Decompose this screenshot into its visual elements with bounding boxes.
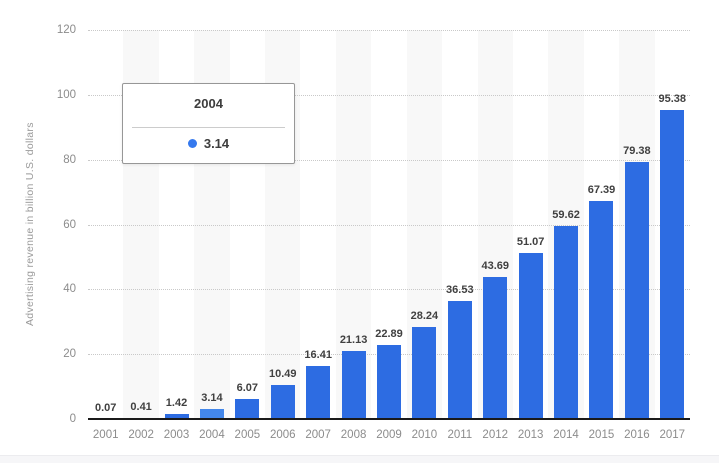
x-tick-label-2014: 2014 (553, 429, 579, 441)
tooltip-divider (132, 127, 285, 128)
bar-2005[interactable] (235, 399, 260, 419)
x-tick-label-2007: 2007 (305, 429, 331, 441)
x-tick-label-2016: 2016 (624, 429, 650, 441)
tooltip-value-row: 3.14 (123, 136, 294, 151)
x-tick-label-2008: 2008 (340, 429, 367, 441)
bar-2010[interactable] (412, 327, 437, 419)
value-label-2011: 36.53 (446, 283, 474, 296)
value-label-2017: 95.38 (658, 92, 687, 105)
value-label-2010: 28.24 (410, 310, 439, 323)
x-tick-label-2017: 2017 (659, 429, 686, 441)
gridline-40 (88, 289, 690, 291)
value-label-2006: 10.49 (268, 367, 297, 380)
value-label-2004: 3.14 (201, 391, 223, 404)
gridline-80 (88, 159, 690, 161)
tooltip: 2004 3.14 (122, 83, 295, 164)
value-label-2007: 16.41 (304, 348, 332, 361)
bar-2006[interactable] (270, 385, 295, 419)
bar-2008[interactable] (341, 350, 366, 419)
value-label-2012: 43.69 (481, 260, 509, 273)
x-tick-label-2013: 2013 (517, 429, 544, 441)
value-label-2009: 22.89 (375, 327, 403, 340)
y-tick-label-0: 0 (69, 413, 76, 425)
x-tick-label-2009: 2009 (376, 429, 402, 441)
y-tick-label-20: 20 (63, 348, 76, 361)
x-tick-label-2002: 2002 (128, 429, 154, 441)
value-label-2014: 59.62 (552, 208, 580, 221)
x-tick-label-2015: 2015 (588, 429, 615, 441)
value-label-2002: 0.41 (130, 400, 152, 413)
y-tick-label-40: 40 (63, 283, 76, 296)
value-label-2003: 1.42 (165, 397, 188, 410)
value-label-2016: 79.38 (623, 144, 651, 157)
bar-2011[interactable] (447, 300, 472, 419)
gridline-120 (88, 30, 690, 31)
gridline-100 (88, 94, 690, 96)
x-tick-label-2011: 2011 (447, 429, 473, 441)
x-tick-label-2003: 2003 (163, 429, 190, 441)
x-axis-line (88, 418, 690, 420)
y-tick-label-60: 60 (63, 218, 76, 231)
tooltip-category: 2004 (194, 96, 223, 111)
series-dot-icon (187, 139, 197, 148)
bar-2003[interactable] (164, 414, 189, 419)
bar-2015[interactable] (589, 200, 614, 419)
y-tick-label-80: 80 (63, 153, 76, 166)
value-label-2001: 0.07 (95, 401, 117, 414)
value-label-2015: 67.39 (587, 183, 616, 196)
gridline-60 (88, 224, 690, 226)
x-tick-label-2004: 2004 (199, 429, 225, 441)
bar-2016[interactable] (624, 161, 649, 419)
value-label-2008: 21.13 (339, 333, 368, 346)
bar-2004[interactable] (199, 408, 224, 419)
bar-2007[interactable] (306, 365, 331, 419)
bar-2009[interactable] (377, 344, 401, 419)
tooltip-value: 3.14 (203, 136, 230, 151)
y-tick-label-120: 120 (56, 24, 76, 36)
bar-2014[interactable] (554, 225, 579, 419)
value-label-2013: 51.07 (516, 236, 545, 249)
bar-2017[interactable] (660, 109, 685, 419)
footer-strip (0, 455, 719, 463)
x-tick-label-2005: 2005 (234, 429, 261, 441)
y-tick-label-100: 100 (56, 88, 76, 101)
x-tick-label-2001: 2001 (92, 429, 119, 441)
x-tick-label-2006: 2006 (269, 429, 296, 441)
bar-2012[interactable] (483, 277, 508, 419)
bar-2013[interactable] (518, 253, 543, 419)
value-label-2005: 6.07 (236, 382, 259, 395)
x-tick-label-2012: 2012 (482, 429, 509, 441)
x-tick-label-2010: 2010 (411, 429, 438, 441)
